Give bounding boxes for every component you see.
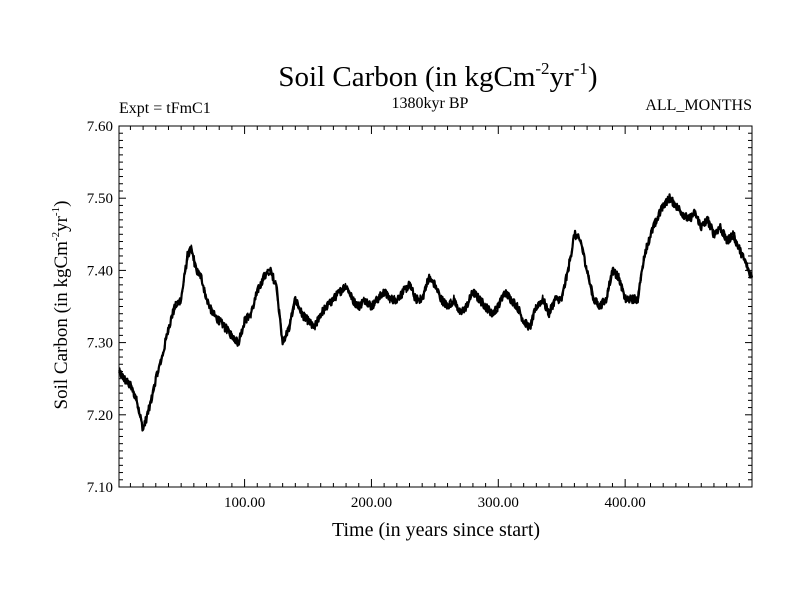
y-tick-label: 7.50 xyxy=(87,191,113,207)
ylabel-close: ) xyxy=(51,201,72,207)
y-tick-label: 7.10 xyxy=(87,480,113,496)
subtitle-months: ALL_MONTHS xyxy=(645,97,752,114)
ylabel-sup-2: -1 xyxy=(50,207,62,216)
x-axis: 100.00 200.00 300.00 400.00 xyxy=(224,126,646,511)
chart-title: Soil Carbon (in kgCm-2yr-1) xyxy=(278,59,597,93)
ylabel-main: Soil Carbon (in kgCm xyxy=(51,241,72,410)
y-tick-label: 7.60 xyxy=(87,119,113,135)
title-close: ) xyxy=(588,61,598,93)
ylabel-sup-1: -2 xyxy=(50,232,62,241)
x-tick-label: 100.00 xyxy=(224,495,265,511)
subtitle-period: 1380kyr BP xyxy=(392,95,469,112)
ylabel-yr: yr xyxy=(51,215,72,232)
y-tick-label: 7.20 xyxy=(87,408,113,424)
x-axis-label: Time (in years since start) xyxy=(332,519,540,541)
title-sup-2: -1 xyxy=(574,59,588,78)
y-tick-label: 7.30 xyxy=(87,336,113,352)
series-line-soil-carbon-noise xyxy=(118,195,753,430)
x-tick-label: 300.00 xyxy=(478,495,519,511)
x-tick-label: 200.00 xyxy=(351,495,392,511)
y-axis: 7.10 7.20 7.30 7.40 7.50 7.60 xyxy=(87,119,752,496)
title-yr: yr xyxy=(550,61,575,93)
title-sup-1: -2 xyxy=(535,59,549,78)
subtitle-expt: Expt = tFmC1 xyxy=(119,100,211,117)
plot-frame xyxy=(118,125,753,488)
x-tick-label: 400.00 xyxy=(605,495,646,511)
title-main: Soil Carbon (in kgCm xyxy=(278,61,535,93)
minor-ticks xyxy=(119,126,752,487)
y-axis-label: Soil Carbon (in kgCm-2yr-1) xyxy=(50,201,72,410)
y-tick-label: 7.40 xyxy=(87,263,113,279)
